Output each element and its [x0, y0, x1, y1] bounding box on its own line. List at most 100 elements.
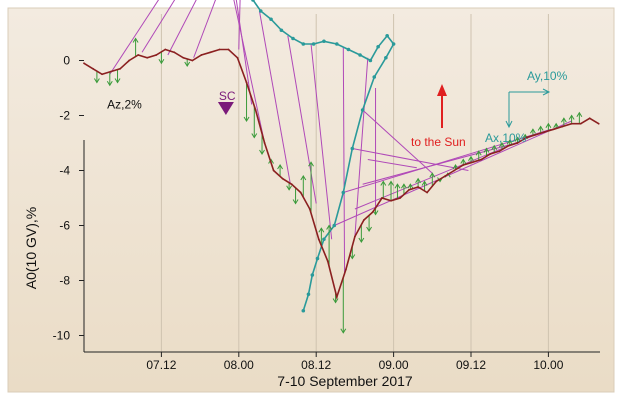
az-marker-arrowhead — [349, 254, 356, 260]
a0-series-point — [471, 161, 474, 164]
a0-series-point — [254, 109, 257, 111]
a0-series-point — [408, 188, 410, 191]
az-marker-arrowhead — [332, 298, 339, 304]
grid — [160, 14, 549, 352]
az-marker-arrowhead — [421, 180, 428, 186]
a0-series-point — [146, 56, 149, 59]
az-marker-arrowhead — [394, 183, 401, 189]
az-marker-arrowhead — [286, 185, 293, 191]
vector-path-point — [358, 53, 362, 57]
connector-line — [258, 10, 291, 185]
az-marker-arrowhead — [560, 117, 567, 123]
a0-series-point — [534, 133, 537, 136]
x-tick-label: 09.00 — [379, 358, 409, 372]
a0-series-point — [83, 62, 85, 65]
series-lines — [83, 48, 600, 300]
connector-line — [352, 148, 469, 171]
sc-marker — [217, 102, 234, 115]
ax-label: Ax,10% — [485, 131, 527, 145]
az-marker-arrowhead — [259, 149, 265, 155]
az-marker-arrowhead — [529, 128, 536, 134]
a0-series-point — [453, 169, 456, 172]
vector-path-point — [301, 42, 306, 46]
sc-label: SC — [219, 89, 236, 103]
az-marker-arrowhead — [415, 177, 422, 184]
vector-path-point — [322, 237, 326, 242]
vector-path-point — [372, 75, 377, 79]
az-marker-arrowhead — [514, 136, 521, 142]
az-marker-arrowhead — [553, 122, 560, 129]
a0-series-point — [444, 175, 447, 177]
y-tick-label: -4 — [59, 164, 70, 178]
vector-path-point — [311, 42, 316, 46]
a0-series-point — [281, 177, 284, 180]
connector-line — [141, 0, 176, 53]
vector-path-point — [385, 33, 389, 38]
az-marker-arrowhead — [318, 227, 325, 233]
az-marker-arrowhead — [506, 139, 513, 145]
a0-series-point — [588, 117, 591, 120]
vector-path-point — [291, 36, 295, 41]
tick-labels: 07.12 08.00 08.12 09.00 09.12 10.00 0 -2 -4 -6 -8 -… — [53, 54, 564, 373]
a0-series-point — [110, 70, 112, 73]
a0-series-point — [417, 186, 420, 188]
a0-series-point — [381, 197, 383, 199]
az-marker-arrowhead — [499, 142, 505, 148]
vector-path-point — [251, 0, 255, 2]
connector-line — [233, 0, 266, 144]
a0-series-point — [426, 191, 429, 194]
vector-path-point — [376, 44, 380, 49]
az-marker-arrowhead — [158, 58, 165, 65]
vector-path-point — [391, 42, 396, 46]
connector-line — [354, 57, 369, 237]
az-marker-arrowhead — [243, 116, 250, 122]
connector-line — [362, 109, 433, 174]
a0-series-point — [290, 183, 293, 186]
a0-series-point — [218, 48, 221, 51]
a0-series-point — [92, 67, 94, 70]
az-marker-arrowhead — [475, 150, 482, 156]
a0-series-point — [516, 142, 519, 144]
a0-series-point — [299, 191, 302, 194]
az-marker-arrowhead — [568, 114, 575, 120]
vector-path-point — [322, 39, 326, 44]
az-marker-arrowhead — [326, 224, 333, 230]
az-marker-arrowhead — [300, 175, 307, 181]
a0-series-point — [119, 67, 122, 70]
axes — [79, 60, 600, 357]
az-marker-arrowhead — [292, 199, 299, 205]
annotations: SC Az,2% to the Sun Ay,10% Ax,10% — [107, 69, 567, 149]
az-marker-arrowhead — [268, 158, 274, 164]
a0-series-point — [543, 131, 546, 133]
a0-series-point — [462, 164, 465, 166]
a0-series-point — [326, 260, 329, 263]
az-marker-arrowhead — [380, 180, 387, 186]
a0-series-point — [164, 48, 167, 51]
connector-lines — [109, 0, 572, 276]
sun-label: to the Sun — [411, 135, 466, 149]
a0-series-point — [308, 208, 311, 210]
vector-path-point — [269, 17, 273, 22]
a0-series-point — [101, 73, 103, 76]
a0-series-point — [209, 51, 212, 54]
x-tick-label: 08.00 — [224, 358, 254, 372]
az-marker-arrowhead — [576, 111, 583, 118]
a0-series-point — [570, 122, 573, 125]
az-marker-arrowhead — [132, 37, 139, 43]
a0-series-point — [498, 150, 501, 153]
vector-path-point — [306, 292, 311, 297]
a0-series-point — [363, 219, 365, 221]
ay-arrow-head — [542, 88, 551, 96]
az-marker-arrowhead — [545, 122, 552, 129]
a0-series-point — [344, 268, 347, 271]
a0-series-point — [137, 54, 140, 56]
a0-series-point — [552, 128, 555, 131]
vector-path-point — [360, 108, 365, 112]
a0-series-point — [191, 59, 194, 62]
az-marker-arrowhead — [93, 78, 100, 84]
a0-series-point — [435, 180, 438, 183]
a0-series-point — [317, 238, 320, 241]
x-tick-label: 09.12 — [456, 358, 486, 372]
x-tick-label: 07.12 — [146, 358, 176, 372]
